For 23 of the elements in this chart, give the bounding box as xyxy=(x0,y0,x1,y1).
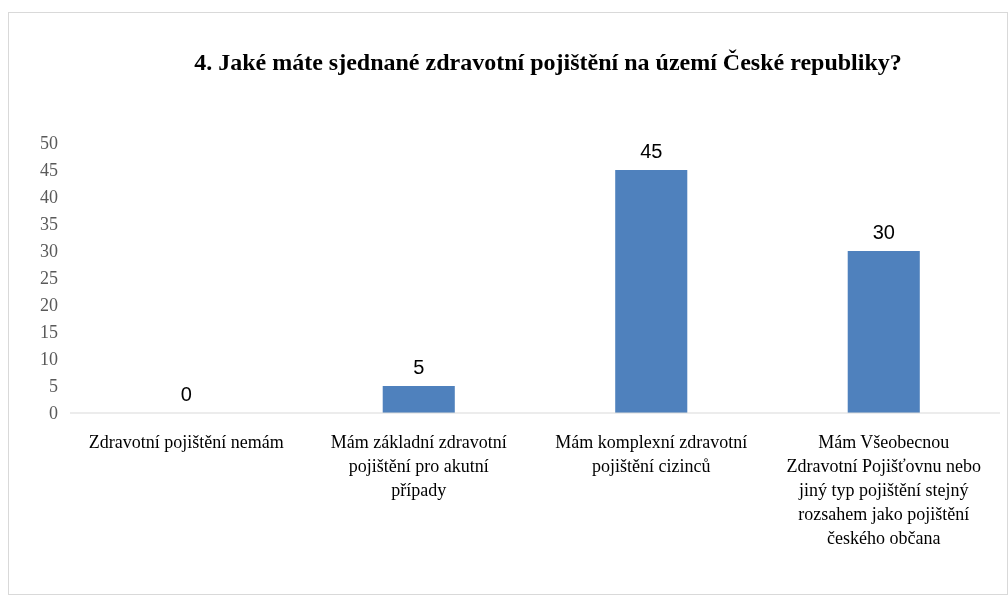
data-label: 0 xyxy=(180,383,192,405)
x-tick-label: Mám Všeobecnou Zdravotní Pojišťovnu nebo jiný typ pojištění stejný rozsahem jako pojištění českého občana xyxy=(786,432,982,548)
y-tick-label: 30 xyxy=(40,241,58,262)
y-tick-label: 35 xyxy=(40,214,58,235)
y-tick-label: 50 xyxy=(40,133,58,154)
y-tick-label: 5 xyxy=(49,376,58,397)
data-label: 5 xyxy=(413,356,425,378)
data-label: 45 xyxy=(640,140,663,162)
y-tick-label: 10 xyxy=(40,349,58,370)
bar xyxy=(847,251,920,413)
y-tick-label: 45 xyxy=(40,160,58,181)
x-tick-label: Zdravotní pojištění nemám xyxy=(88,432,284,452)
chart-title: 4. Jaké máte sjednané zdravotní pojištění na území České republiky? xyxy=(194,49,902,75)
y-tick-label: 0 xyxy=(49,403,58,424)
bar xyxy=(615,170,688,413)
y-tick-label: 25 xyxy=(40,268,58,289)
data-label: 30 xyxy=(872,221,895,243)
bar xyxy=(382,386,455,413)
y-tick-label: 40 xyxy=(40,187,58,208)
y-tick-label: 15 xyxy=(40,322,58,343)
x-tick-label: Mám komplexní zdravotní pojištění cizinců xyxy=(555,432,748,476)
x-tick-label: Mám základní zdravotní pojištění pro akutní případy xyxy=(330,432,507,500)
y-tick-label: 20 xyxy=(40,295,58,316)
